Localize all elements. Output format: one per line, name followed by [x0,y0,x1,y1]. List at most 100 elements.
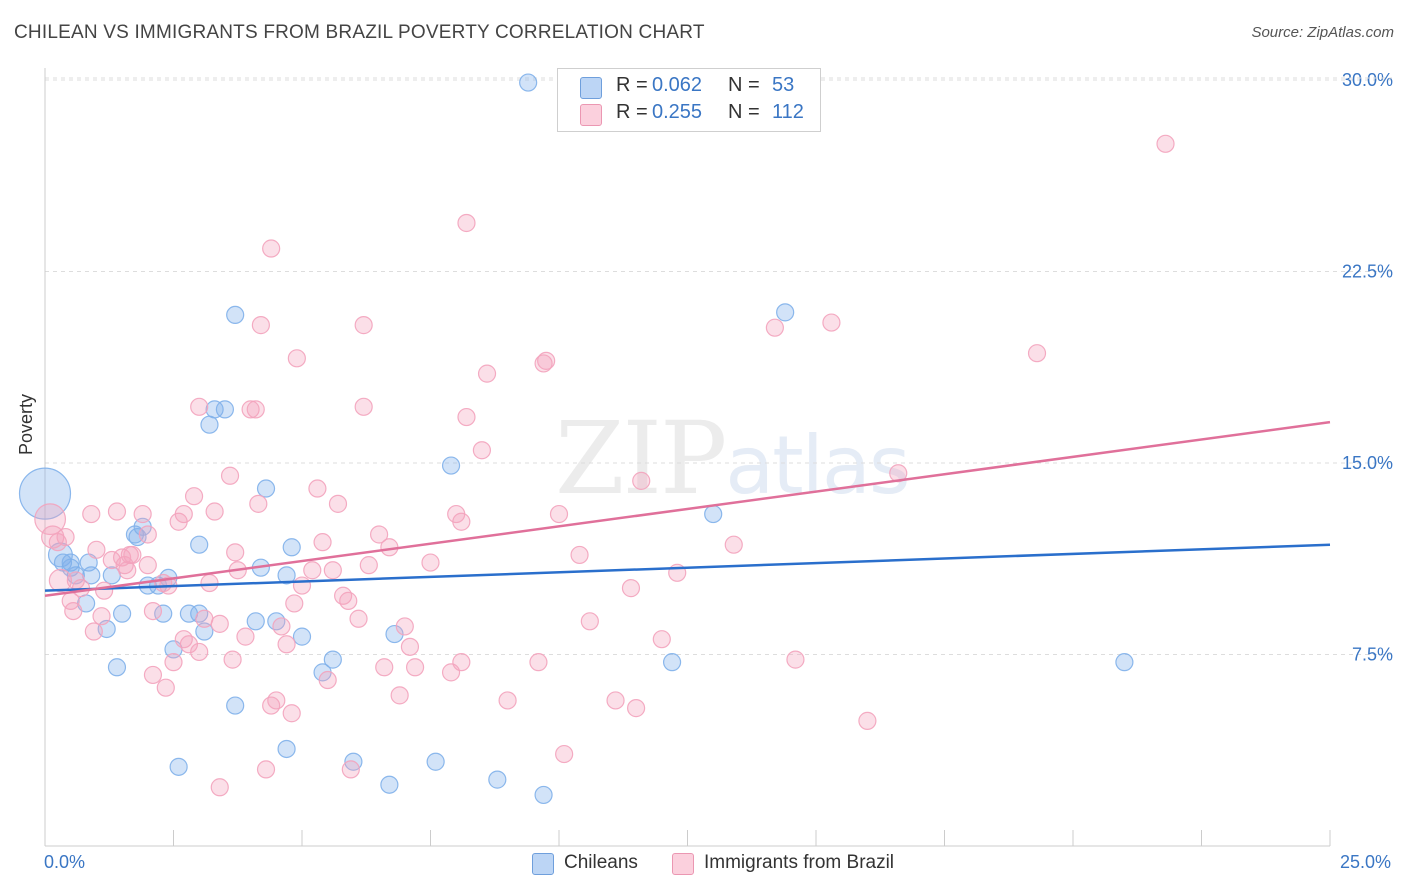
brazil-point [143,665,163,685]
brazil-point [822,313,841,332]
brazil-point [292,576,312,595]
brazil-point [174,504,193,524]
x-tick-label-max: 25.0% [1340,852,1392,872]
y-tick-label: 30.0% [1342,70,1393,90]
chilean-point [534,785,553,805]
chilean-point [488,770,507,789]
bottom-legend-label-brazil: Immigrants from Brazil [704,852,895,873]
chilean-point [292,627,312,646]
brazil-point [246,400,265,419]
brazil-point [313,533,332,552]
chilean-point [226,696,245,715]
chilean-point [190,535,209,554]
brazil-point [626,699,646,718]
brazil-point [87,540,106,559]
brazil-point [92,607,111,626]
brazil-point [249,494,268,513]
brazil-point [334,586,353,605]
chilean-point [380,775,399,794]
brazil-point [223,650,242,669]
brazil-point [400,637,420,656]
brazil-point [115,556,134,575]
brazil-point [272,617,291,636]
chilean-point [776,303,795,322]
brazil-point [477,364,497,383]
chart-source: Source: ZipAtlas.com [1251,24,1394,41]
chilean-point [385,624,404,644]
chilean-point [246,612,265,631]
chilean-point [112,604,132,623]
brazil-point [323,561,342,580]
brazil-point [765,318,784,337]
brazil-point [190,642,209,662]
brazil-point [123,545,142,565]
brazil-point [210,778,229,797]
brazil-point [220,466,240,485]
brazil-point [174,630,193,649]
chilean-point [1115,653,1134,672]
brazil-point [370,525,389,544]
brazil-point [349,609,368,628]
brazil-point [118,561,137,580]
brazil-point [143,601,163,621]
chilean-point [205,400,224,419]
chilean-point [169,757,188,776]
chilean-point [277,739,296,759]
brazil-point [285,594,304,613]
chilean-point [704,504,723,524]
brazil-point [1156,134,1175,153]
brazil-point [267,691,286,710]
brazil-point [287,349,306,368]
brazil-point [354,397,373,416]
brazil-point [1027,344,1047,363]
brazil-point [452,653,471,672]
brazil-point [205,502,224,521]
brazil-point [200,573,219,593]
y-tick-label: 22.5% [1342,262,1393,282]
brazil-point [606,691,625,710]
legend-r-label: R = [616,74,648,96]
brazil-point [621,579,641,598]
brazil-point [48,533,67,552]
chilean-point [519,73,538,92]
bottom-legend-label-chileans: Chileans [564,852,638,873]
brazil-point [107,502,127,521]
brazil-point [498,691,517,710]
brazil-point [339,591,358,610]
brazil-point [226,543,245,562]
brazil-point [786,650,805,669]
brazil-point [282,704,301,723]
legend-n-label: N = [728,101,760,123]
brazil-point [652,630,671,649]
y-tick-label: 7.5% [1352,645,1393,665]
brazil-point [241,400,260,419]
bottom-legend-swatch-brazil [672,853,694,875]
brazil-point [48,568,73,593]
brazil-point [359,556,378,575]
chilean-point [267,612,286,631]
brazil-point [262,239,281,258]
brazil-point [210,614,229,633]
chilean-trend-line [44,543,1331,592]
brazil-point [452,512,471,531]
chilean-point [195,622,214,641]
y-tick-label: 15.0% [1342,453,1393,473]
brazil-point [529,653,548,672]
legend-r-value: 0.255 [652,101,703,123]
bottom-legend-swatch-chileans [532,853,554,875]
legend-n-label: N = [728,74,760,96]
brazil-point [570,545,589,565]
chilean-point [256,479,276,498]
brazil-point [179,635,199,654]
brazil-point [341,760,360,779]
brazil-point [724,535,743,554]
brazil-point [303,561,322,580]
brazil-point [138,525,157,544]
legend-swatch-brazil [580,104,602,126]
legend-r-value: 0.062 [652,74,703,96]
brazil-point [537,351,556,370]
brazil-point [82,504,101,524]
brazil-point [164,653,183,672]
y-axis-label: Poverty [16,393,36,455]
